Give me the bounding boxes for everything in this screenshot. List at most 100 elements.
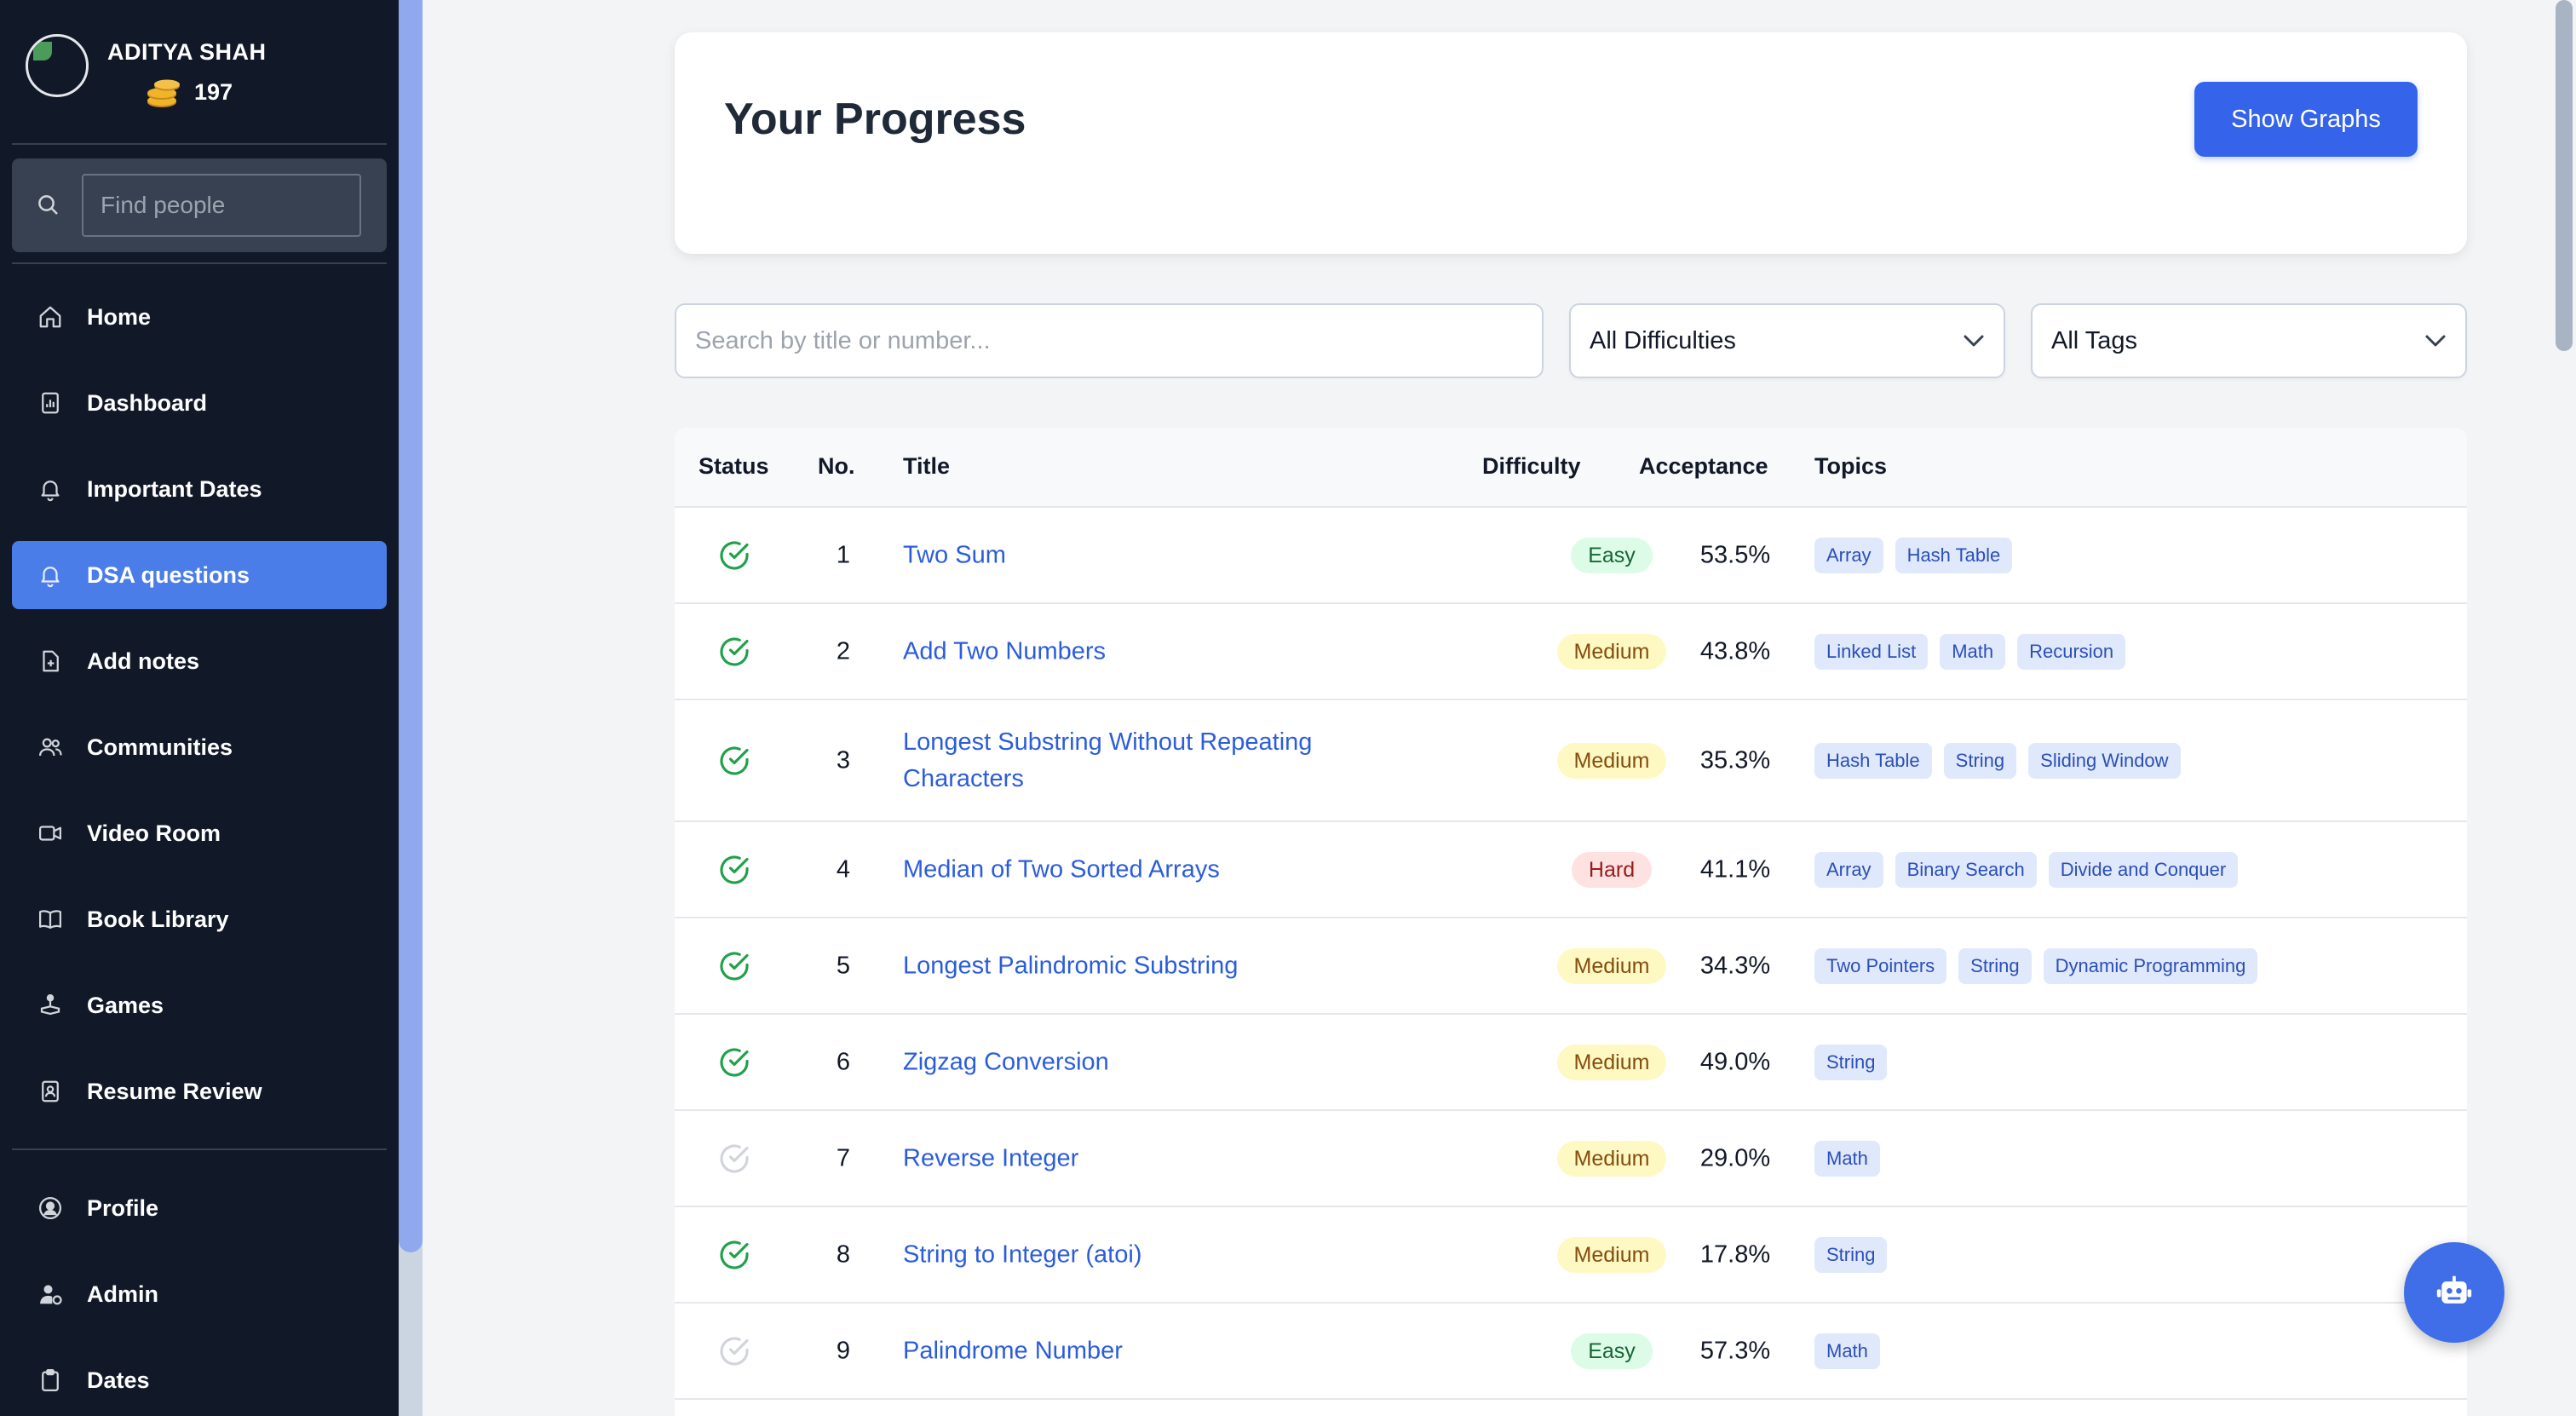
topic-tag[interactable]: Math [1814,1333,1880,1369]
column-header-title[interactable]: Title [903,453,951,479]
column-header-topics[interactable]: Topics [1814,453,1888,479]
column-header-status[interactable]: Status [699,453,769,479]
people-search [12,158,387,252]
column-header-number[interactable]: No. [818,453,855,479]
sidebar-scrollbar-thumb[interactable] [399,0,423,1252]
nav-label: Communities [87,734,233,760]
nav-item-admin[interactable]: Admin [12,1260,387,1328]
question-title-link[interactable]: Two Sum [903,541,1006,568]
topic-tag[interactable]: Two Pointers [1814,947,1947,984]
robot-icon [2436,1275,2472,1304]
book-icon [39,910,61,930]
topic-tag[interactable]: Linked List [1814,633,1929,670]
acceptance-rate: 34.3% [1699,952,1771,979]
topic-tag[interactable]: Array [1814,851,1883,888]
table-row[interactable]: 8 String to Integer (atoi) Medium 17.8% Stri… [675,1207,2467,1304]
nav-item-dashboard[interactable]: Dashboard [12,369,387,437]
topic-tag[interactable]: Hash Table [1895,537,2013,573]
difficulty-cell: Medium [1527,742,1697,779]
question-title-link[interactable]: Reverse Integer [903,1144,1079,1171]
nav-item-games[interactable]: Games [12,971,387,1039]
nav-item-important-dates[interactable]: Important Dates [12,455,387,523]
status-cell [717,853,751,887]
table-row[interactable]: 5 Longest Palindromic Substring Medium 34.3… [675,918,2467,1015]
find-people-input[interactable] [82,174,361,237]
nav-label: Profile [87,1194,159,1221]
dashboard-icon [42,392,59,414]
table-row[interactable]: 9 Palindrome Number Easy 57.3% Math [675,1304,2467,1400]
unsolved-check-icon [720,1143,749,1173]
topics-cell: String [1814,1044,1888,1080]
topic-tag[interactable]: Sliding Window [2028,742,2181,779]
topic-tag[interactable]: String [1943,742,2017,779]
nav-item-home[interactable]: Home [12,283,387,351]
table-row[interactable]: 2 Add Two Numbers Medium 43.8% Linked List Ma… [675,604,2467,700]
status-cell [717,1045,751,1079]
question-title-link[interactable]: Longest Palindromic Substring [903,952,1239,979]
question-title-link[interactable]: Add Two Numbers [903,637,1107,665]
search-icon [38,195,58,215]
question-title-link[interactable]: Zigzag Conversion [903,1048,1109,1075]
topic-tag[interactable]: Array [1814,537,1883,573]
nav-item-dsa-questions[interactable]: DSA questions [12,541,387,609]
solved-check-icon [720,636,749,666]
topic-tag[interactable]: Divide and Conquer [2048,851,2239,888]
question-title-link[interactable]: Median of Two Sorted Arrays [903,855,1220,883]
topic-tag[interactable]: Hash Table [1814,742,1932,779]
page-scrollbar[interactable] [2552,0,2576,1416]
table-row[interactable]: 6 Zigzag Conversion Medium 49.0% String [675,1015,2467,1111]
divider [12,143,387,145]
page-scrollbar-thumb[interactable] [2556,0,2573,351]
joystick-icon [40,994,60,1016]
nav-item-communities[interactable]: Communities [12,713,387,781]
question-title-link[interactable]: Longest Substring Without Repeating Char… [903,728,1313,792]
difficulty-select[interactable]: All Difficulties [1569,303,2005,378]
question-title-link[interactable]: Palindrome Number [903,1337,1123,1364]
chatbot-button[interactable] [2404,1242,2504,1343]
avatar[interactable] [26,34,89,97]
column-header-difficulty[interactable]: Difficulty [1482,453,1581,479]
topic-tag[interactable]: Math [1814,1140,1880,1177]
nav-item-video-room[interactable]: Video Room [12,799,387,867]
user-gear-icon [40,1285,62,1305]
nav-label: Dates [87,1367,150,1393]
difficulty-badge: Easy [1571,537,1653,573]
difficulty-select-value: All Difficulties [1590,326,1736,354]
table-row[interactable]: 7 Reverse Integer Medium 29.0% Math [675,1111,2467,1207]
nav-item-book-library[interactable]: Book Library [12,885,387,953]
nav-item-resume-review[interactable]: Resume Review [12,1057,387,1125]
nav-item-dates[interactable]: Dates [12,1346,387,1414]
topic-tag[interactable]: Dynamic Programming [2043,947,2258,984]
topics-cell: Array Hash Table [1814,537,2013,573]
question-title-link[interactable]: String to Integer (atoi) [903,1240,1142,1268]
user-profile[interactable]: ADITYA SHAH 197 [26,34,267,108]
topic-tag[interactable]: String [1958,947,2032,984]
clipboard-icon [42,1369,59,1391]
topic-tag[interactable]: Binary Search [1895,851,2037,888]
table-row[interactable]: 3 Longest Substring Without Repeating Cha… [675,700,2467,822]
status-cell [717,1142,751,1176]
nav-label: Home [87,303,152,330]
column-header-acceptance[interactable]: Acceptance [1639,453,1768,479]
nav-item-profile[interactable]: Profile [12,1174,387,1242]
question-search-input[interactable] [675,303,1544,378]
users-icon [39,738,62,757]
question-number: 3 [836,746,851,774]
nav-item-add-notes[interactable]: Add notes [12,627,387,695]
topics-cell: Linked List Math Recursion [1814,633,2126,670]
table-row[interactable]: 1 Two Sum Easy 53.5% Array Hash Table [675,508,2467,604]
add-file-icon [43,650,59,672]
tags-select[interactable]: All Tags [2031,303,2467,378]
show-graphs-button[interactable]: Show Graphs [2194,82,2418,157]
question-number: 8 [836,1240,851,1268]
table-row[interactable]: 4 Median of Two Sorted Arrays Hard 41.1% Arr… [675,822,2467,918]
user-name: ADITYA SHAH [107,39,267,65]
chevron-down-icon [2425,335,2446,347]
topic-tag[interactable]: Math [1940,633,2006,670]
topic-tag[interactable]: String [1814,1236,1888,1273]
question-number: 5 [836,952,851,979]
topic-tag[interactable]: String [1814,1044,1888,1080]
acceptance-rate: 17.8% [1699,1240,1771,1268]
sidebar-scrollbar[interactable] [399,0,423,1416]
topic-tag[interactable]: Recursion [2017,633,2126,670]
